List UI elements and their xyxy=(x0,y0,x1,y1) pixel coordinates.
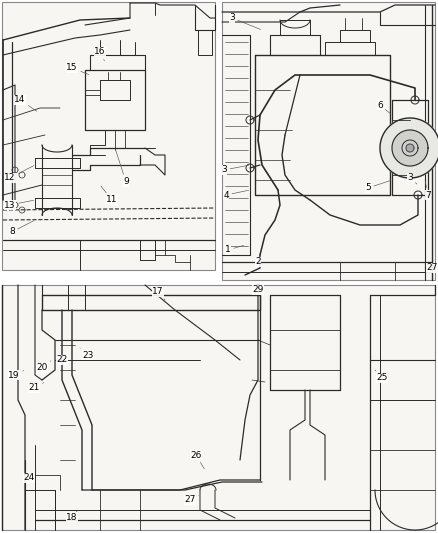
Text: 24: 24 xyxy=(23,470,36,482)
Text: 18: 18 xyxy=(66,511,78,521)
Text: 1: 1 xyxy=(225,245,244,254)
Text: 19: 19 xyxy=(8,370,24,379)
Polygon shape xyxy=(406,144,414,152)
FancyBboxPatch shape xyxy=(222,2,435,280)
Text: 5: 5 xyxy=(365,181,391,192)
Text: 26: 26 xyxy=(191,450,204,469)
Text: 14: 14 xyxy=(14,95,37,111)
Text: 25: 25 xyxy=(375,370,388,383)
Text: 3: 3 xyxy=(229,13,261,29)
Text: 13: 13 xyxy=(4,200,34,209)
Text: 11: 11 xyxy=(101,186,118,205)
Text: 27: 27 xyxy=(425,263,438,272)
Text: 23: 23 xyxy=(80,348,94,359)
Text: 3: 3 xyxy=(407,174,417,184)
Text: 2: 2 xyxy=(255,256,261,266)
Text: 4: 4 xyxy=(223,190,249,199)
Text: 27: 27 xyxy=(184,496,199,505)
Text: 3: 3 xyxy=(221,165,249,174)
Text: 16: 16 xyxy=(94,47,106,61)
Polygon shape xyxy=(380,118,438,178)
Text: 21: 21 xyxy=(28,383,44,392)
Text: 15: 15 xyxy=(66,63,89,75)
Text: 6: 6 xyxy=(377,101,391,114)
Polygon shape xyxy=(392,130,428,166)
Text: 8: 8 xyxy=(9,221,34,237)
Text: 9: 9 xyxy=(116,149,129,187)
Text: 17: 17 xyxy=(152,287,165,300)
FancyBboxPatch shape xyxy=(2,285,435,530)
Text: 12: 12 xyxy=(4,166,34,182)
FancyBboxPatch shape xyxy=(2,2,215,270)
Text: 22: 22 xyxy=(57,355,67,365)
Text: 7: 7 xyxy=(425,181,431,199)
Text: 29: 29 xyxy=(252,286,264,295)
Text: 20: 20 xyxy=(36,361,51,373)
